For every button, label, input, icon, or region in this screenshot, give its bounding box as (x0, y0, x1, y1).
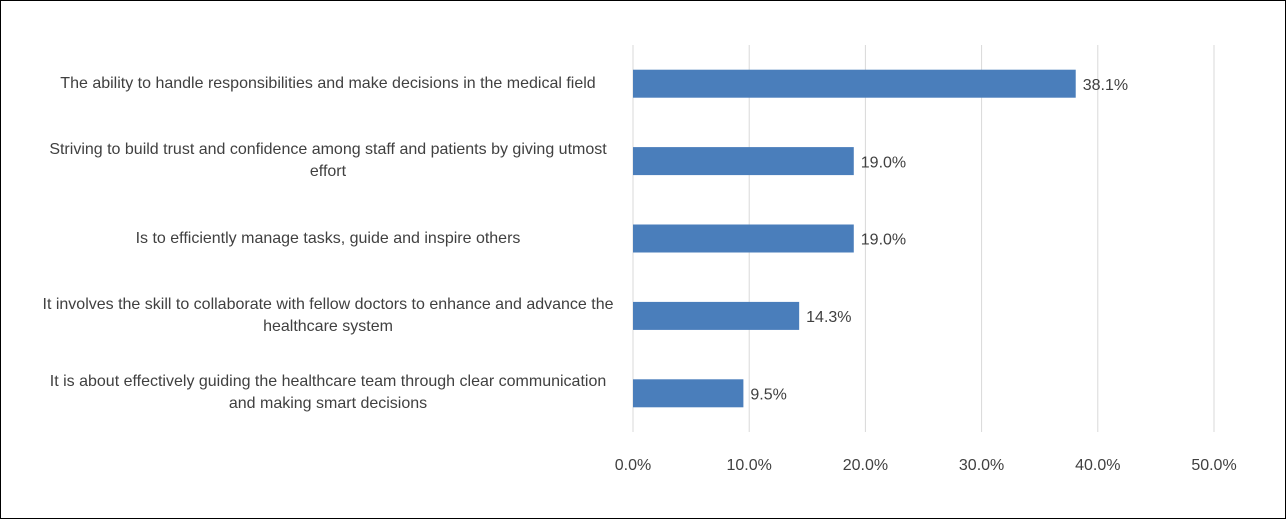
bar (633, 379, 744, 408)
bar (633, 147, 854, 176)
y-tick-label: It involves the skill to collaborate wit… (42, 295, 614, 335)
x-tick-label: 0.0% (615, 457, 651, 474)
y-tick-label: The ability to handle responsibilities a… (60, 74, 596, 92)
data-label: 9.5% (750, 387, 786, 404)
y-tick-label: Striving to build trust and confidence a… (49, 141, 607, 181)
bar (633, 301, 800, 330)
data-label: 38.1% (1083, 77, 1128, 94)
x-tick-label: 10.0% (727, 457, 772, 474)
bar (633, 69, 1076, 98)
y-tick-label: Is to efficiently manage tasks, guide an… (135, 229, 521, 247)
x-tick-label: 20.0% (843, 457, 888, 474)
y-tick-label: It is about effectively guiding the heal… (49, 373, 607, 413)
bar (633, 224, 854, 253)
x-tick-label: 40.0% (1075, 457, 1120, 474)
x-tick-label: 50.0% (1191, 457, 1236, 474)
data-label: 19.0% (861, 232, 906, 249)
x-tick-label: 30.0% (959, 457, 1004, 474)
data-label: 19.0% (861, 154, 906, 171)
data-label: 14.3% (806, 309, 851, 326)
